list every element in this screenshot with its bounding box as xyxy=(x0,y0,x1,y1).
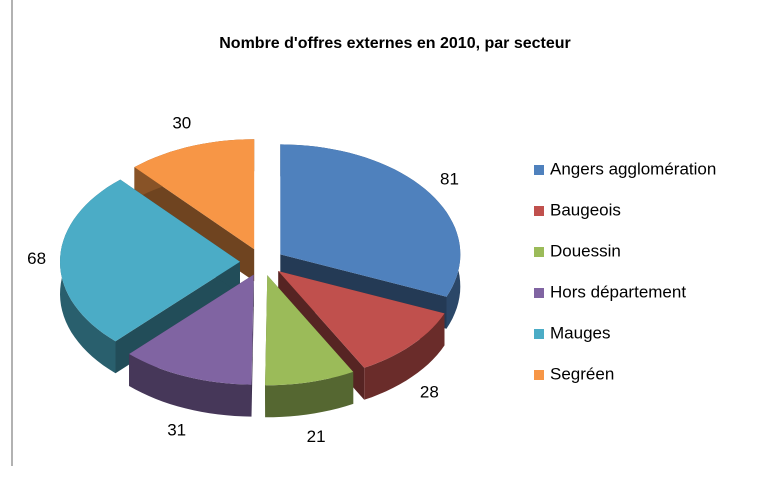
slice xyxy=(129,274,254,385)
slice xyxy=(278,271,445,368)
slice xyxy=(265,275,354,386)
slice xyxy=(60,179,240,342)
slice xyxy=(134,139,255,250)
legend-label: Baugeois xyxy=(550,200,621,219)
legend-label: Hors département xyxy=(550,282,686,301)
slice-wall xyxy=(129,354,252,417)
slice-wall xyxy=(364,313,445,400)
legend-swatch xyxy=(534,247,544,257)
data-label: 68 xyxy=(27,249,46,268)
legend-label: Mauges xyxy=(550,323,610,342)
legend-label: Segréen xyxy=(550,364,614,383)
legend-swatch xyxy=(534,370,544,380)
legend-label: Douessin xyxy=(550,241,621,260)
legend-label: Angers agglomération xyxy=(550,159,716,178)
slice-wall xyxy=(265,371,354,418)
legend-swatch xyxy=(534,329,544,339)
legend-swatch xyxy=(534,165,544,175)
data-label: 21 xyxy=(307,427,326,446)
data-label: 31 xyxy=(167,420,186,439)
data-label: 30 xyxy=(172,113,191,132)
legend-swatch xyxy=(534,288,544,298)
slice xyxy=(280,144,461,297)
data-label: 28 xyxy=(420,382,439,401)
chart-title: Nombre d'offres externes en 2010, par se… xyxy=(219,35,571,52)
slice-side xyxy=(251,274,254,417)
data-label: 81 xyxy=(440,169,459,188)
legend-swatch xyxy=(534,206,544,216)
